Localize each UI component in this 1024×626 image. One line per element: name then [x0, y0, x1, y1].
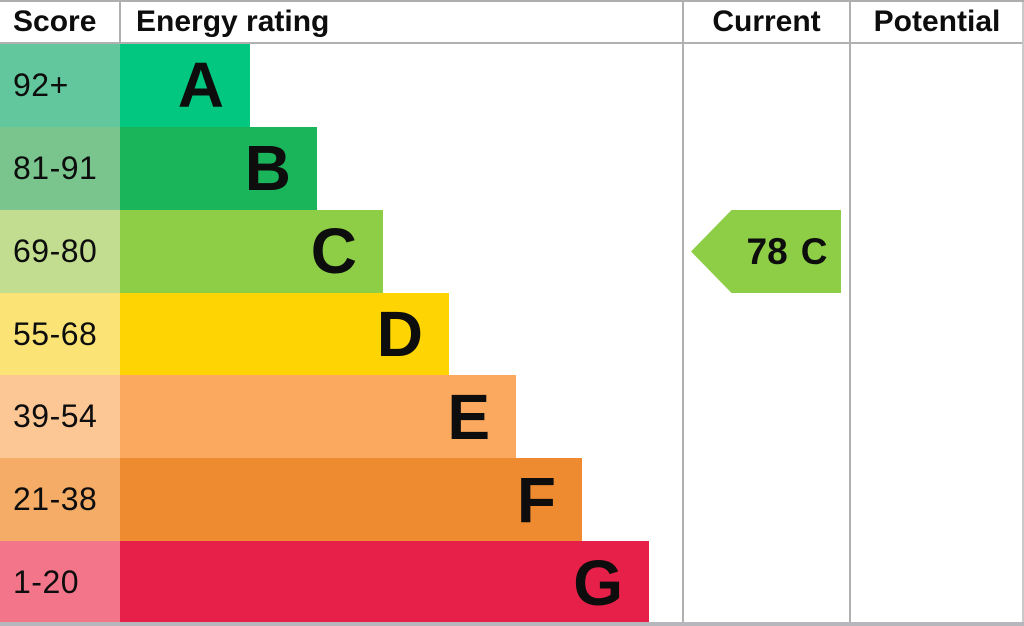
band-row-d: 55-68 D	[0, 292, 682, 376]
band-row-a: 92+ A	[0, 44, 682, 127]
rating-bar-g: G	[120, 541, 649, 622]
current-rating-value: 78	[746, 230, 788, 272]
header-current: Current	[712, 5, 821, 38]
score-range-f: 21-38	[0, 458, 120, 542]
header-divider-line	[0, 42, 1024, 44]
divider-current-potential	[849, 2, 851, 622]
rating-bar-d: D	[120, 292, 449, 376]
band-row-c: 69-80 C	[0, 209, 682, 293]
score-range-d: 55-68	[0, 292, 120, 376]
score-range-g: 1-20	[0, 541, 120, 622]
rating-bar-e: E	[120, 375, 516, 459]
band-row-f: 21-38 F	[0, 458, 682, 542]
band-row-e: 39-54 E	[0, 375, 682, 459]
rating-bar-a: A	[120, 44, 250, 127]
header-potential: Potential	[873, 5, 1001, 38]
rating-bar-b: B	[120, 126, 317, 210]
score-range-c: 69-80	[0, 209, 120, 293]
current-rating-grade: C	[800, 230, 828, 272]
chart-header-row: Score Energy rating Current Potential	[0, 2, 1024, 42]
rating-bar-c: C	[120, 209, 383, 293]
header-energy-rating: Energy rating	[136, 5, 330, 38]
divider-rating-current	[682, 2, 684, 622]
header-score: Score	[13, 5, 97, 38]
current-rating-arrow: 78 C	[691, 210, 841, 293]
band-row-g: 1-20 G	[0, 541, 682, 622]
score-range-e: 39-54	[0, 375, 120, 459]
band-row-b: 81-91 B	[0, 126, 682, 210]
right-border-line	[1022, 2, 1024, 622]
rating-bar-f: F	[120, 458, 582, 542]
score-range-b: 81-91	[0, 126, 120, 210]
divider-score-rating	[119, 2, 121, 44]
score-range-a: 92+	[0, 44, 120, 127]
rating-bands: 92+ A 81-91 B 69-80 C 55-68 D 39-54 E 21…	[0, 44, 682, 622]
